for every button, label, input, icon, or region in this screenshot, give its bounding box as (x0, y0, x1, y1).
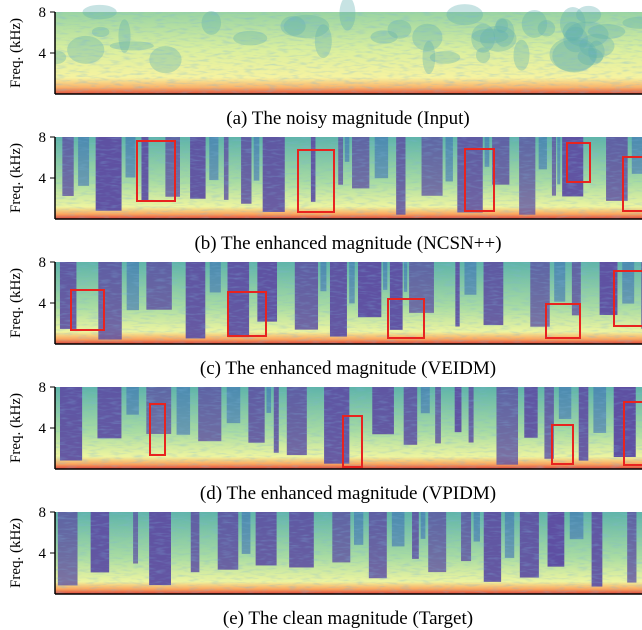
y-axis-label: Freq. (kHz) (8, 18, 24, 88)
y-tick-label: 4 (39, 46, 47, 62)
y-axis-label: Freq. (kHz) (8, 143, 24, 213)
caption: (b) The enhanced magnitude (NCSN++) (194, 233, 501, 254)
spectrogram (55, 512, 642, 594)
caption: (a) The noisy magnitude (Input) (226, 108, 469, 129)
spectrogram (55, 262, 642, 344)
highlight-box (623, 401, 642, 466)
highlight-box (551, 424, 574, 465)
y-axis-label: Freq. (kHz) (8, 393, 24, 463)
y-axis-label: Freq. (kHz) (8, 518, 24, 588)
panel: 8 4 Freq. (kHz) (e) The clean magnitude (Ta… (8, 505, 642, 629)
caption: (c) The enhanced magnitude (VEIDM) (200, 358, 496, 379)
spectrogram (55, 387, 642, 469)
y-tick-label: 8 (39, 380, 47, 396)
y-tick-label: 4 (39, 171, 47, 187)
highlight-box (387, 298, 425, 339)
highlight-box (566, 142, 591, 183)
y-tick-label: 8 (39, 130, 47, 146)
panel: 8 4 Freq. (kHz) (a) The noisy magnitude (In… (8, 0, 642, 129)
spectrogram (55, 137, 642, 219)
y-tick-label: 8 (39, 505, 47, 521)
y-tick-label: 4 (39, 296, 47, 312)
spectrogram-texture (55, 512, 642, 594)
y-tick-label: 4 (39, 421, 47, 437)
y-tick-label: 4 (39, 546, 47, 562)
highlight-boxes (70, 140, 642, 468)
highlight-box (464, 148, 495, 212)
highlight-box (149, 403, 166, 456)
highlight-box (622, 156, 642, 212)
highlight-box (297, 149, 335, 213)
panels: 8 4 Freq. (kHz) (a) The noisy magnitude (In… (8, 0, 642, 629)
spectrogram-texture (55, 262, 642, 344)
spectrogram-texture (55, 137, 642, 219)
highlight-box (613, 270, 642, 327)
highlight-box (136, 140, 176, 202)
spectrogram (55, 0, 642, 94)
highlight-box (70, 289, 105, 331)
panel: 8 4 Freq. (kHz) (b) The enhanced magnitude … (8, 130, 642, 254)
y-tick-label: 8 (39, 255, 47, 271)
panel: 8 4 Freq. (kHz) (c) The enhanced magnitude … (8, 255, 642, 379)
caption: (e) The clean magnitude (Target) (223, 608, 473, 629)
highlight-box (342, 415, 363, 468)
highlight-box (545, 303, 581, 339)
highlight-box (227, 291, 267, 337)
y-tick-label: 8 (39, 5, 47, 21)
spectrogram-texture (55, 12, 642, 94)
y-axis-label: Freq. (kHz) (8, 268, 24, 338)
panel: 8 4 Freq. (kHz) (d) The enhanced magnitude … (8, 380, 642, 504)
caption: (d) The enhanced magnitude (VPIDM) (200, 483, 496, 504)
spectrogram-texture (55, 387, 642, 469)
